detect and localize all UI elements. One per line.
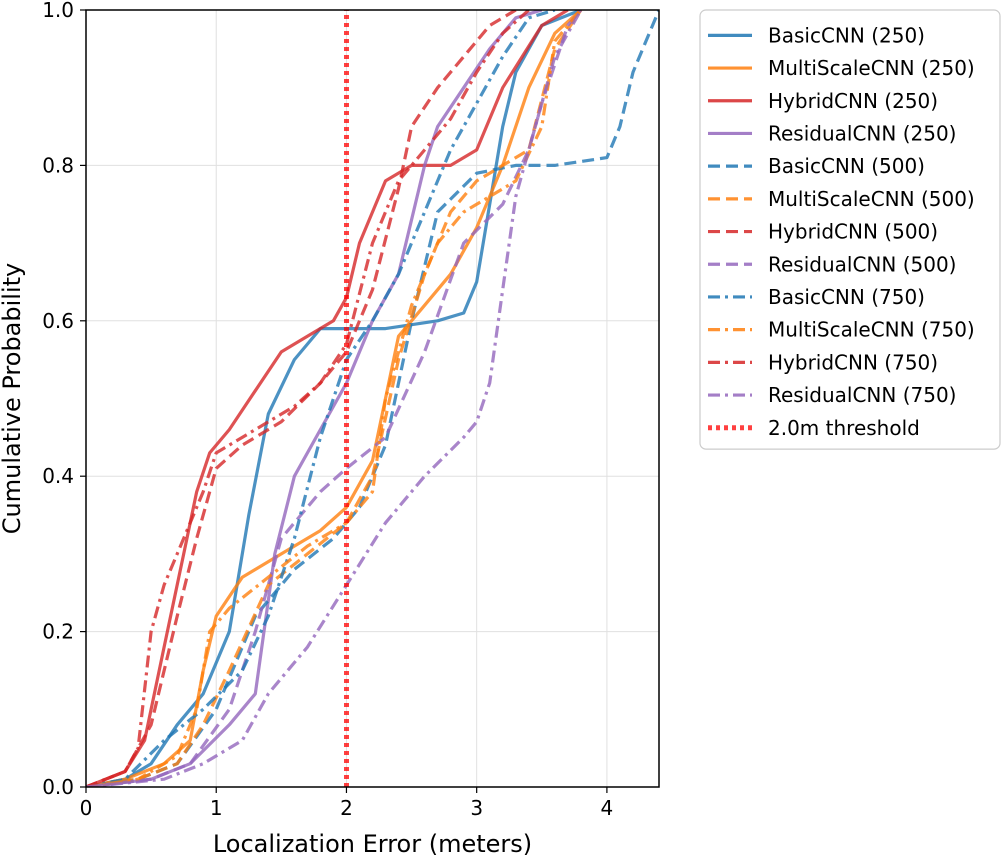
legend-label-2-0m-threshold: 2.0m threshold [768, 416, 920, 440]
grid-lines [85, 9, 659, 788]
legend-label-basiccnn-250: BasicCNN (250) [768, 23, 925, 47]
x-tick-label: 2 [340, 796, 353, 820]
series-basiccnn-500 [86, 10, 659, 787]
y-tick-label: 0.6 [42, 309, 74, 333]
legend-box [699, 9, 1001, 450]
series-multiscalecnn-750 [86, 10, 583, 787]
legend-label-residualcnn-250: ResidualCNN (250) [768, 121, 957, 145]
series-layer [86, 10, 659, 787]
legend-label-hybridcnn-250: HybridCNN (250) [768, 89, 938, 113]
x-tick-label: 1 [210, 796, 223, 820]
legend-label-basiccnn-500: BasicCNN (500) [768, 154, 925, 178]
legend-label-residualcnn-750: ResidualCNN (750) [768, 383, 957, 407]
series-residualcnn-250 [86, 10, 543, 787]
series-basiccnn-750 [86, 10, 556, 787]
legend-label-hybridcnn-500: HybridCNN (500) [768, 220, 938, 244]
x-axis-title: Localization Error (meters) [213, 830, 532, 858]
x-tick-label: 3 [470, 796, 483, 820]
plot-frame [85, 9, 660, 788]
y-tick-label: 0.0 [42, 775, 74, 799]
y-axis-title: Cumulative Probability [0, 263, 26, 534]
series-hybridcnn-250 [86, 10, 569, 787]
y-tick-label: 0.4 [42, 464, 74, 488]
legend-label-residualcnn-500: ResidualCNN (500) [768, 252, 957, 276]
legend-label-hybridcnn-750: HybridCNN (750) [768, 350, 938, 374]
legend-label-multiscalecnn-750: MultiScaleCNN (750) [768, 318, 975, 342]
y-tick-label: 0.2 [42, 620, 74, 644]
x-tick-label: 4 [601, 796, 614, 820]
legend-label-multiscalecnn-500: MultiScaleCNN (500) [768, 187, 975, 211]
series-multiscalecnn-250 [86, 10, 582, 787]
axis-ticks: 0 1 2 3 4 0.0 0.2 0.4 0.6 0.8 1.0 [42, 0, 613, 820]
legend-label-multiscalecnn-250: MultiScaleCNN (250) [768, 56, 975, 80]
legend: BasicCNN (250) MultiScaleCNN (250) HybridC… [699, 9, 1001, 450]
series-hybridcnn-750 [86, 10, 530, 787]
y-tick-label: 0.8 [42, 153, 74, 177]
legend-label-basiccnn-750: BasicCNN (750) [768, 285, 925, 309]
series-basiccnn-250 [86, 10, 582, 787]
x-tick-label: 0 [80, 796, 93, 820]
y-tick-label: 1.0 [42, 0, 74, 22]
